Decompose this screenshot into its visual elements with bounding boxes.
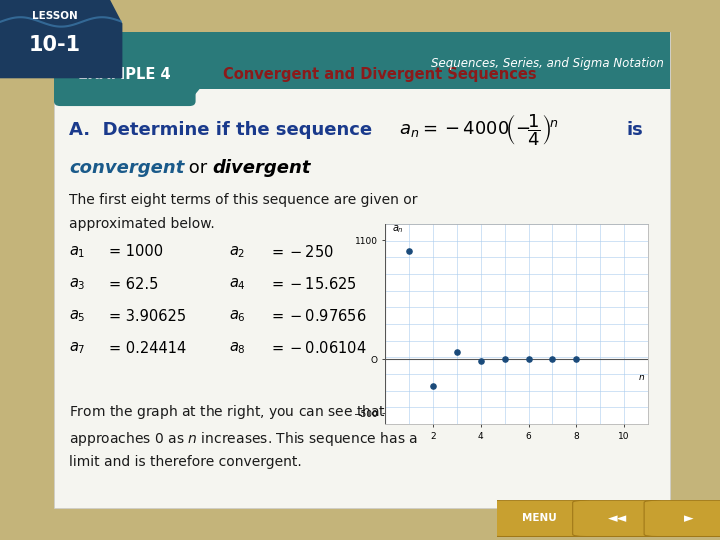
Text: From the graph at the right, you can see that $a_n$
approaches 0 as $n$ increase: From the graph at the right, you can see… xyxy=(69,403,418,469)
Text: .: . xyxy=(303,159,309,177)
Text: $a_6$: $a_6$ xyxy=(230,308,246,324)
Text: $a_n = -4000\!\left(-\!\dfrac{1}{4}\right)^{\!n}$: $a_n = -4000\!\left(-\!\dfrac{1}{4}\righ… xyxy=(399,112,558,147)
FancyBboxPatch shape xyxy=(54,32,670,508)
Text: $= -250$: $= -250$ xyxy=(269,244,334,260)
Text: $a_2$: $a_2$ xyxy=(230,244,246,260)
FancyBboxPatch shape xyxy=(488,500,590,537)
Polygon shape xyxy=(0,0,122,78)
Text: = 1000: = 1000 xyxy=(109,245,163,259)
Text: $= -0.06104$: $= -0.06104$ xyxy=(269,340,367,356)
Text: 10-1: 10-1 xyxy=(29,36,81,56)
Point xyxy=(499,354,510,363)
Text: = 3.90625: = 3.90625 xyxy=(109,308,186,323)
Text: $a_5$: $a_5$ xyxy=(69,308,86,324)
Text: MENU: MENU xyxy=(522,514,557,523)
Text: approximated below.: approximated below. xyxy=(69,217,215,231)
Text: convergent: convergent xyxy=(69,159,185,177)
Point xyxy=(451,348,463,357)
Text: $a_1$: $a_1$ xyxy=(69,244,86,260)
Point xyxy=(570,355,582,363)
FancyBboxPatch shape xyxy=(54,44,196,106)
Polygon shape xyxy=(189,49,211,102)
Point xyxy=(546,355,558,363)
Point xyxy=(403,247,415,255)
FancyBboxPatch shape xyxy=(572,500,662,537)
Text: $a_n$: $a_n$ xyxy=(392,223,404,235)
Text: The first eight terms of this sequence are given or: The first eight terms of this sequence a… xyxy=(69,193,418,207)
FancyBboxPatch shape xyxy=(54,32,670,90)
Text: A.  Determine if the sequence: A. Determine if the sequence xyxy=(69,121,372,139)
Text: $= -0.97656$: $= -0.97656$ xyxy=(269,308,367,324)
Text: $a_3$: $a_3$ xyxy=(69,276,86,292)
Text: $= -15.625$: $= -15.625$ xyxy=(269,276,357,292)
Text: divergent: divergent xyxy=(213,159,311,177)
FancyBboxPatch shape xyxy=(644,500,720,537)
Text: Convergent and Divergent Sequences: Convergent and Divergent Sequences xyxy=(223,67,537,82)
Point xyxy=(475,356,487,365)
Text: $a_4$: $a_4$ xyxy=(230,276,246,292)
Text: n: n xyxy=(639,373,644,382)
Text: ►: ► xyxy=(684,512,693,525)
Point xyxy=(427,382,438,390)
Text: = 62.5: = 62.5 xyxy=(109,277,159,292)
Text: = 0.24414: = 0.24414 xyxy=(109,341,186,356)
Text: EXAMPLE 4: EXAMPLE 4 xyxy=(78,67,171,82)
Text: ◄◄: ◄◄ xyxy=(608,512,627,525)
Text: $a_8$: $a_8$ xyxy=(230,341,246,356)
Text: or: or xyxy=(184,159,213,177)
Text: $a_7$: $a_7$ xyxy=(69,341,86,356)
Point xyxy=(523,355,534,363)
Text: Sequences, Series, and Sigma Notation: Sequences, Series, and Sigma Notation xyxy=(431,57,663,70)
Text: is: is xyxy=(626,121,643,139)
Text: LESSON: LESSON xyxy=(32,11,78,21)
